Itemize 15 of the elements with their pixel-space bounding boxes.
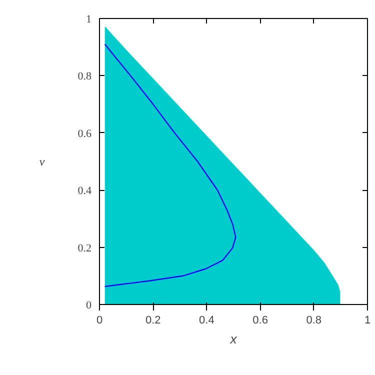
y-tick-label: 0.2	[78, 242, 92, 254]
y-tick-label: 1	[86, 14, 92, 26]
y-axis-title: v	[39, 154, 46, 168]
y-tick-label: 0.6	[78, 128, 92, 140]
x-tick-label: 0.4	[199, 314, 214, 326]
x-tick-label: 0.8	[306, 314, 322, 326]
y-tick-label: 0.8	[78, 70, 92, 83]
x-axis-title: x	[229, 332, 238, 346]
x-tick-label: 0.2	[145, 314, 161, 326]
y-tick-label: 0.4	[78, 185, 92, 198]
x-tick-label: 0	[96, 314, 103, 326]
line-series	[104, 44, 236, 288]
x-tick-label: 1	[364, 314, 371, 326]
x-tick-label: 0.6	[252, 314, 268, 326]
y-tick-label: 0	[86, 300, 92, 312]
